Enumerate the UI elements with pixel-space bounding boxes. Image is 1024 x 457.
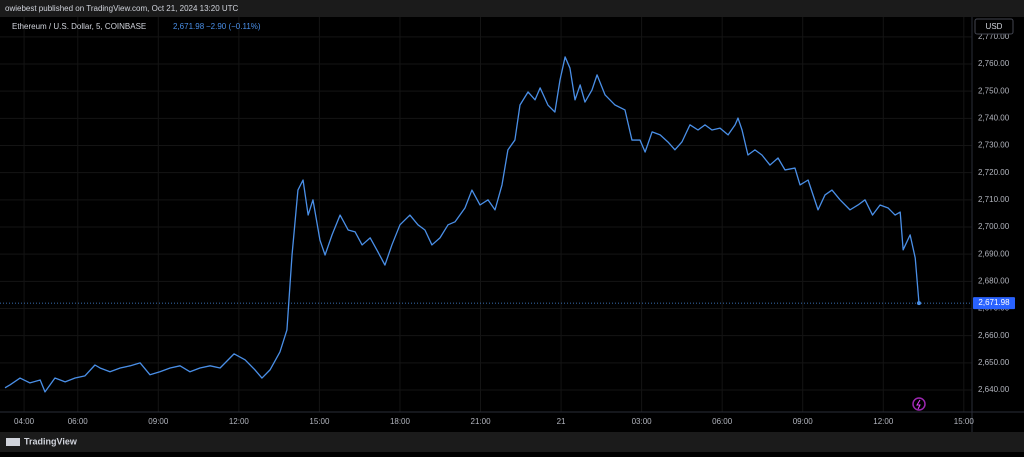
y-tick-label: 2,650.00: [978, 358, 1010, 367]
y-tick-label: 2,740.00: [978, 113, 1010, 122]
y-tick-label: 2,660.00: [978, 331, 1010, 340]
x-tick-label: 03:00: [632, 417, 653, 426]
x-tick-label: 06:00: [712, 417, 733, 426]
x-tick-label: 15:00: [309, 417, 330, 426]
events-icon[interactable]: [912, 397, 926, 411]
y-tick-label: 2,730.00: [978, 141, 1010, 150]
x-tick-label: 12:00: [229, 417, 250, 426]
events-bolt: [916, 399, 921, 410]
plot-area: [0, 56, 972, 393]
x-tick-label: 09:00: [148, 417, 169, 426]
currency-label: USD: [986, 22, 1003, 31]
last-price: 2,671.98: [173, 22, 205, 31]
footer-bar: [0, 432, 1024, 452]
y-tick-label: 2,640.00: [978, 385, 1010, 394]
price-tag: [973, 297, 1015, 310]
symbol-legend: Ethereum / U.S. Dollar, 5, COINBASE: [12, 22, 146, 31]
header-bar: [0, 0, 1024, 17]
x-tick-label: 18:00: [390, 417, 411, 426]
y-tick-label: 2,690.00: [978, 249, 1010, 258]
x-tick-label: 04:00: [14, 417, 35, 426]
x-tick-label: 12:00: [873, 417, 894, 426]
price-tag-label: 2,671.98: [978, 298, 1010, 307]
y-tick-label: 2,700.00: [978, 222, 1010, 231]
y-tick-label: 2,750.00: [978, 86, 1010, 95]
x-tick-label: 21:00: [471, 417, 492, 426]
footer-text: TradingView: [24, 436, 78, 446]
grid: [0, 17, 972, 412]
x-tick-label: 21: [557, 417, 566, 426]
price-change: −2.90 (−0.11%): [206, 22, 261, 31]
y-tick-label: 2,720.00: [978, 168, 1010, 177]
last-price-dot: [916, 301, 921, 306]
x-tick-label: 09:00: [793, 417, 814, 426]
price-line: [4, 56, 920, 393]
x-tick-label: 15:00: [954, 417, 975, 426]
y-tick-label: 2,710.00: [978, 195, 1010, 204]
axes: 2,640.002,650.002,660.002,670.002,680.00…: [14, 32, 1015, 426]
currency-button[interactable]: [974, 18, 1014, 35]
tv-logo: [6, 438, 20, 446]
y-tick-label: 2,680.00: [978, 276, 1010, 285]
y-tick-label: 2,770.00: [978, 32, 1010, 41]
y-tick-label: 2,760.00: [978, 59, 1010, 68]
x-tick-label: 06:00: [68, 417, 89, 426]
header-text: owiebest published on TradingView.com, O…: [5, 4, 239, 13]
